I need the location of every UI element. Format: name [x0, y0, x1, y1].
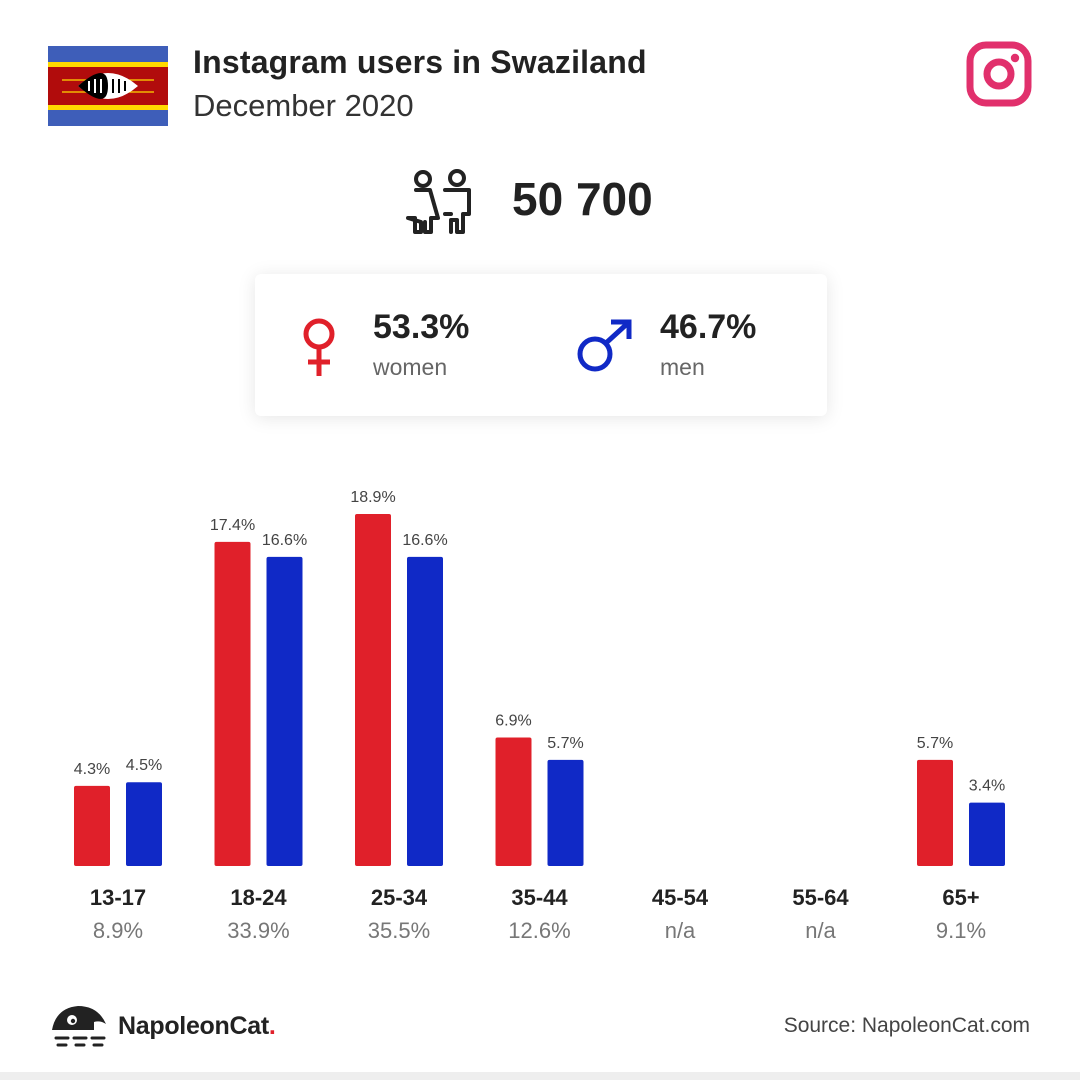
- users-icon: [406, 169, 471, 234]
- bar-13-17-series-2: [126, 782, 162, 866]
- napoleoncat-logo-icon: [52, 1006, 106, 1047]
- brand-name-text: NapoleonCat: [118, 1012, 269, 1040]
- brand-dot: .: [268, 1012, 276, 1040]
- bar-value-label: 5.7%: [547, 735, 583, 752]
- age-group-total: n/a: [805, 918, 836, 943]
- female-symbol-icon: [303, 318, 335, 376]
- bar-18-24-series-1: [214, 541, 251, 866]
- bar-65+-series-2: [969, 802, 1005, 866]
- bar-value-label: 5.7%: [917, 735, 953, 752]
- page-subtitle: December 2020: [193, 88, 414, 123]
- men-percentage: 46.7%: [660, 308, 757, 346]
- age-group-total: n/a: [664, 918, 696, 943]
- bottom-strip: [0, 1072, 1080, 1080]
- bar-35-44-series-1: [495, 737, 532, 866]
- age-group-label: 45-54: [651, 885, 709, 910]
- age-group-total: 12.6%: [508, 918, 571, 943]
- age-group-total: 9.1%: [935, 918, 987, 943]
- women-percentage: 53.3%: [373, 308, 470, 346]
- bar-value-label: 16.6%: [262, 532, 307, 549]
- bar-25-34-series-2: [407, 556, 443, 866]
- age-group-label: 65+: [942, 885, 980, 910]
- brand-name: NapoleonCat.: [118, 1012, 276, 1041]
- age-group-label: 18-24: [230, 885, 287, 910]
- bar-18-24-series-2: [266, 556, 303, 866]
- age-group-label: 35-44: [511, 885, 568, 910]
- bar-35-44-series-2: [547, 759, 584, 866]
- page-title: Instagram users in Swaziland: [193, 44, 647, 80]
- bar-value-label: 6.9%: [495, 712, 531, 729]
- age-group-label: 25-34: [370, 885, 428, 910]
- instagram-icon: [966, 41, 1032, 107]
- age-group-total: 35.5%: [367, 918, 431, 943]
- age-group-label: 55-64: [792, 885, 849, 910]
- bar-65+-series-1: [917, 759, 953, 866]
- bar-13-17-series-1: [74, 785, 110, 866]
- bar-value-label: 4.5%: [126, 757, 162, 774]
- bar-value-label: 18.9%: [350, 489, 395, 506]
- bar-value-label: 4.3%: [74, 761, 110, 778]
- age-group-total: 33.9%: [227, 918, 290, 943]
- gender-card: 53.3% women 46.7% men: [255, 274, 827, 416]
- bar-value-label: 3.4%: [969, 778, 1005, 795]
- bar-25-34-series-1: [355, 514, 391, 866]
- bar-value-label: 17.4%: [210, 517, 255, 534]
- bar-value-label: 16.6%: [402, 532, 447, 549]
- total-users: 50 700: [512, 173, 653, 225]
- age-group-label: 13-17: [89, 885, 147, 910]
- source-text: Source: NapoleonCat.com: [783, 1014, 1030, 1037]
- men-label: men: [660, 354, 705, 380]
- male-symbol-icon: [577, 319, 632, 372]
- age-group-total: 8.9%: [92, 918, 144, 943]
- swaziland-flag-icon: [48, 46, 168, 126]
- women-label: women: [373, 354, 448, 380]
